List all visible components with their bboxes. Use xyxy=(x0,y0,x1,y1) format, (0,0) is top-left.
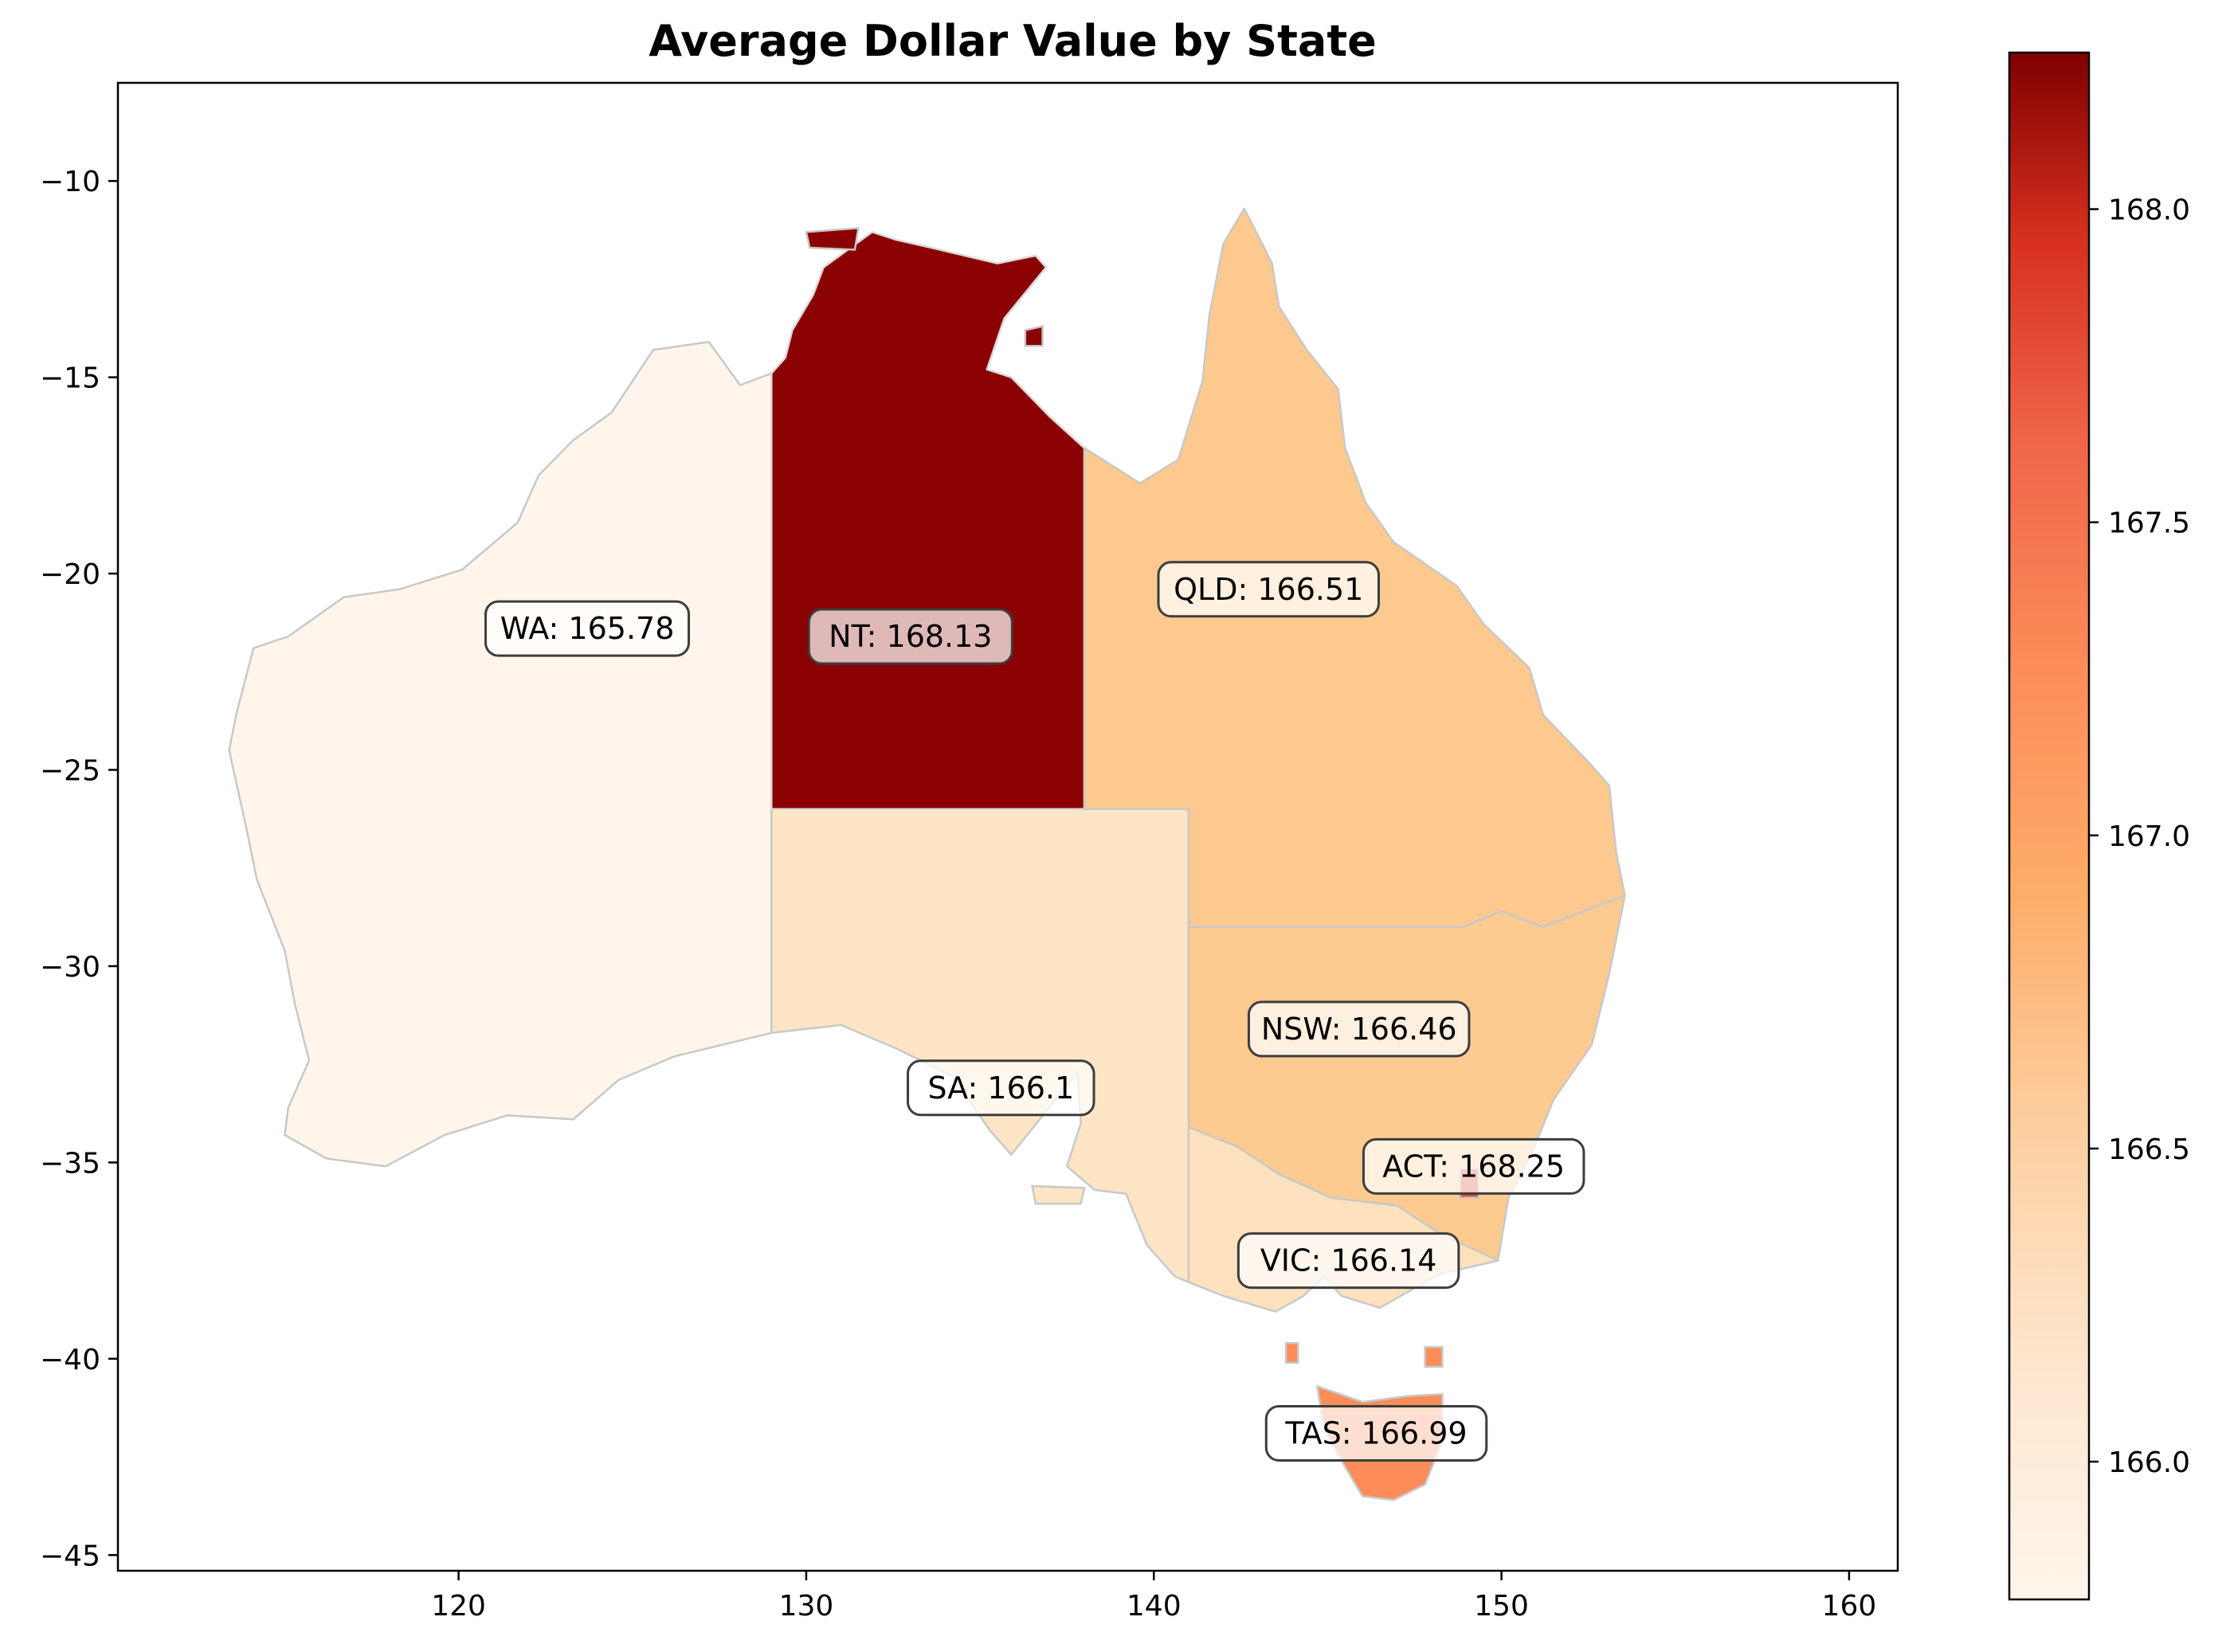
y-tick-label: −15 xyxy=(40,362,100,395)
y-tick-label: −35 xyxy=(40,1147,100,1180)
island-king-island xyxy=(1284,1341,1299,1364)
state-label-sa: SA: 166.1 xyxy=(907,1059,1095,1117)
state-label-box xyxy=(907,1059,1095,1117)
state-region-nt xyxy=(770,231,1086,811)
map-layer xyxy=(228,207,1626,1501)
state-region-sa xyxy=(770,808,1190,1283)
state-label-act: ACT: 168.25 xyxy=(1362,1137,1585,1195)
colorbar-tick-label: 167.0 xyxy=(2108,820,2190,853)
state-label-text: QLD: 166.51 xyxy=(1174,572,1363,607)
x-tick-label: 130 xyxy=(779,1590,834,1623)
colorbar-tick-label: 167.5 xyxy=(2108,507,2190,540)
colorbar-tick-label: 168.0 xyxy=(2108,194,2190,227)
x-axis: 120 130 140 150 160 xyxy=(431,1571,1876,1623)
state-label-text: ACT: 168.25 xyxy=(1382,1149,1565,1184)
state-label-box xyxy=(484,600,691,657)
island-groote-eylandt xyxy=(1024,325,1044,347)
state-label-text: WA: 165.78 xyxy=(500,611,675,646)
state-label-tas: TAS: 166.99 xyxy=(1264,1404,1488,1462)
state-region-wa xyxy=(228,341,773,1168)
y-axis: −10 −15 −20 −25 −30 −35 −40 −45 xyxy=(40,166,118,1572)
y-tick-label: −25 xyxy=(40,755,100,788)
colorbar-tick-label: 166.5 xyxy=(2108,1133,2190,1166)
state-label-box xyxy=(1264,1404,1488,1462)
state-label-box xyxy=(807,608,1013,665)
state-label-qld: QLD: 166.51 xyxy=(1157,561,1380,618)
state-label-text: SA: 166.1 xyxy=(927,1071,1074,1106)
y-tick-label: −45 xyxy=(40,1540,100,1572)
state-label-text: NT: 168.13 xyxy=(829,619,992,654)
state-label-text: TAS: 166.99 xyxy=(1284,1415,1467,1450)
island-kangaroo-island xyxy=(1030,1184,1086,1205)
x-tick-label: 120 xyxy=(431,1590,486,1623)
colorbar: 166.0 166.5 167.0 167.5 168.0 xyxy=(2008,51,2190,1601)
y-tick-label: −40 xyxy=(40,1344,100,1376)
y-tick-label: −20 xyxy=(40,558,100,591)
state-label-box xyxy=(1236,1232,1460,1290)
island-tiwi-islands xyxy=(805,227,860,251)
x-tick-label: 150 xyxy=(1474,1590,1529,1623)
state-label-nt: NT: 168.13 xyxy=(807,608,1013,665)
state-label-box xyxy=(1157,561,1380,618)
state-labels: WA: 165.78 NT: 168.13 QLD: 166.51 SA: 166.1… xyxy=(484,561,1585,1462)
plot-frame xyxy=(116,81,1899,1572)
y-tick-label: −30 xyxy=(40,951,100,984)
x-tick-label: 160 xyxy=(1822,1590,1877,1623)
y-tick-label: −10 xyxy=(40,166,100,198)
state-label-box xyxy=(1247,1000,1471,1058)
state-label-text: VIC: 166.14 xyxy=(1260,1243,1437,1278)
island-flinders-island xyxy=(1424,1345,1444,1368)
state-label-nsw: NSW: 166.46 xyxy=(1247,1000,1471,1058)
state-label-box xyxy=(1362,1137,1585,1195)
colorbar-tick-label: 166.0 xyxy=(2108,1446,2190,1479)
state-label-text: NSW: 166.46 xyxy=(1261,1012,1457,1047)
state-label-vic: VIC: 166.14 xyxy=(1236,1232,1460,1290)
x-tick-label: 140 xyxy=(1127,1590,1182,1623)
chart-title: Average Dollar Value by State xyxy=(649,16,1377,66)
colorbar-ticks: 166.0 166.5 167.0 167.5 168.0 xyxy=(2089,194,2190,1479)
state-label-wa: WA: 165.78 xyxy=(484,600,691,657)
colorbar-gradient xyxy=(2008,51,2091,1601)
